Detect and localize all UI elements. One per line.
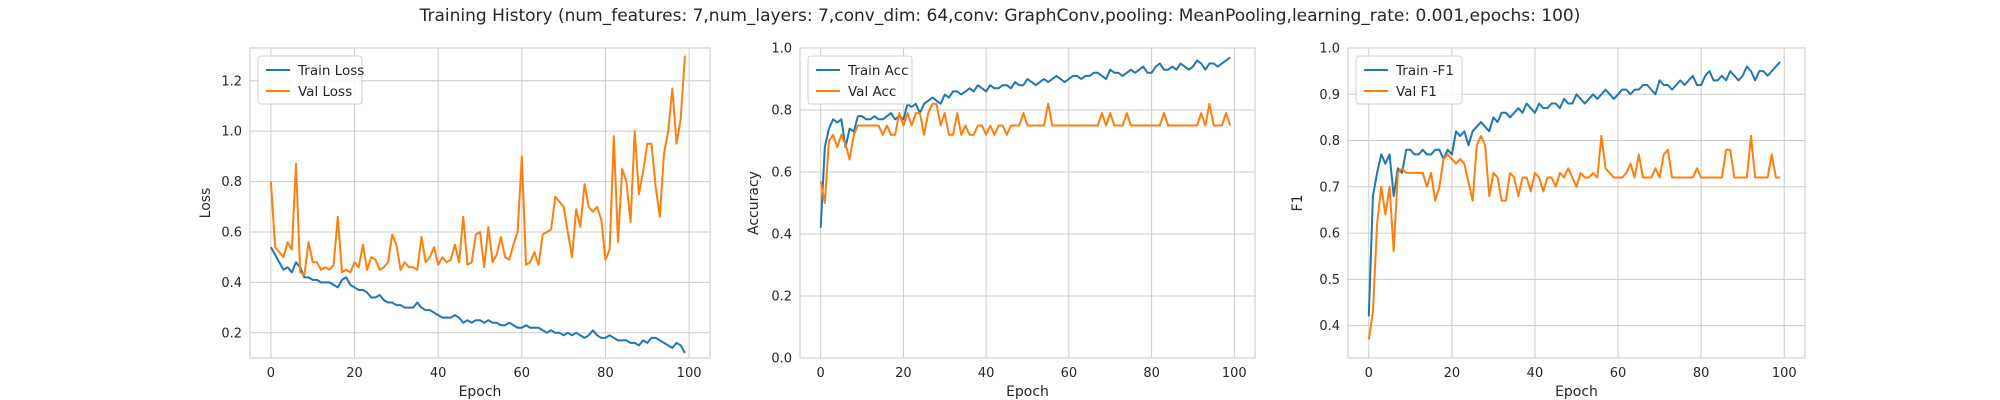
y-tick-label: 0.5	[1319, 273, 1340, 288]
x-tick-label: 0	[817, 366, 825, 381]
x-tick-label: 100	[677, 366, 702, 381]
y-tick-label: 0.7	[1319, 180, 1340, 195]
x-tick-label: 100	[1222, 366, 1247, 381]
legend: Train Acc Val Acc	[807, 55, 913, 105]
y-tick-label: 0.9	[1319, 88, 1340, 103]
legend-entry: Val F1	[1396, 84, 1437, 100]
x-tick-label: 20	[895, 366, 912, 381]
y-tick-label: 0.6	[1319, 227, 1340, 242]
y-tick-label: 1.0	[1319, 42, 1340, 57]
chart-panel-3: 0 20 40 60 80 100 0.4 0.5 0.6 0.7 0.8 0.9 1.0 Epoch F1…	[1290, 42, 1806, 400]
y-tick-label: 0.4	[771, 228, 792, 243]
y-tick-label: 1.2	[221, 74, 242, 89]
y-tick-label: 0.2	[221, 326, 242, 341]
y-tick-label: 1.0	[221, 125, 242, 140]
x-tick-label: 80	[1143, 366, 1160, 381]
y-tick-label: 0.6	[771, 166, 792, 181]
y-tick-label: 0.2	[771, 290, 792, 305]
x-tick-label: 20	[1444, 366, 1461, 381]
y-tick-label: 1.0	[771, 42, 792, 57]
y-tick-label: 0.6	[221, 225, 242, 240]
series-line-train-f1	[1367, 61, 1781, 317]
legend-entry: Val Loss	[298, 84, 352, 100]
chart-panel-1: 0 20 40 60 80 100 0.2 0.4 0.6 0.8 1.0 1.2 Epoch Loss T…	[198, 47, 711, 400]
y-axis-label: Accuracy	[746, 171, 762, 235]
legend-entry: Train Acc	[847, 63, 909, 79]
y-tick-label: 0.8	[221, 175, 242, 190]
x-tick-label: 40	[430, 366, 447, 381]
legend-entry: Val Acc	[848, 84, 896, 100]
legend: Train Loss Val Loss	[257, 55, 364, 105]
x-tick-label: 60	[1610, 366, 1627, 381]
x-tick-label: 100	[1772, 366, 1797, 381]
y-tick-label: 0.4	[1319, 319, 1340, 334]
x-axis-label: Epoch	[1006, 384, 1049, 400]
y-axis-label: Loss	[198, 188, 214, 219]
y-tick-label: 0.4	[221, 276, 242, 291]
legend-entry: Train Loss	[297, 63, 364, 79]
x-axis-label: Epoch	[459, 384, 502, 400]
series-line-val-acc	[819, 102, 1232, 204]
legend: Train -F1 Val F1	[1355, 55, 1463, 105]
series-line-train-loss	[270, 246, 686, 354]
y-axis-label: F1	[1290, 195, 1306, 212]
x-tick-label: 60	[514, 366, 531, 381]
x-tick-label: 20	[346, 366, 363, 381]
legend-entry: Train -F1	[1395, 63, 1454, 79]
y-tick-label: 0.0	[771, 352, 792, 367]
x-tick-label: 80	[597, 366, 614, 381]
x-tick-label: 0	[1365, 366, 1373, 381]
x-tick-label: 40	[978, 366, 995, 381]
series-line-val-loss	[269, 55, 686, 276]
y-tick-label: 0.8	[1319, 134, 1340, 149]
x-tick-label: 0	[267, 366, 275, 381]
x-tick-label: 60	[1061, 366, 1078, 381]
figure-title: Training History (num_features: 7,num_la…	[419, 6, 1581, 26]
x-tick-label: 80	[1693, 366, 1710, 381]
x-tick-label: 40	[1527, 366, 1544, 381]
y-tick-label: 0.8	[771, 104, 792, 119]
series-line-val-f1	[1367, 134, 1781, 340]
chart-panels: 0 20 40 60 80 100 0.2 0.4 0.6 0.8 1.0 1.2 Epoch Loss T…	[198, 42, 1806, 400]
chart-panel-2: 0 20 40 60 80 100 0.0 0.2 0.4 0.6 0.8 1.0 Epoch Accur…	[746, 42, 1256, 400]
series-line-train-acc	[819, 56, 1231, 228]
x-axis-label: Epoch	[1555, 384, 1598, 400]
